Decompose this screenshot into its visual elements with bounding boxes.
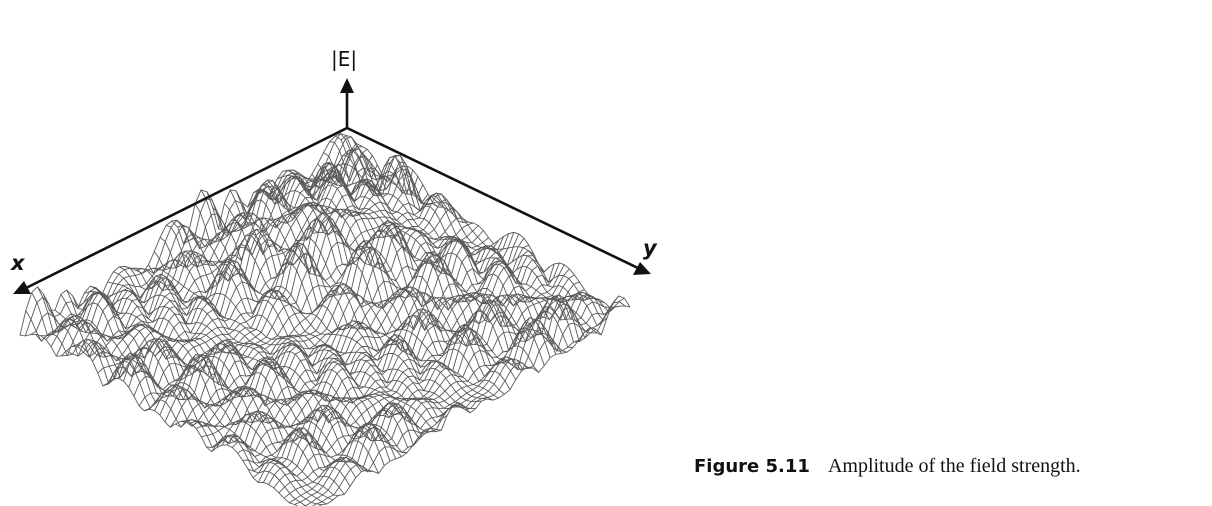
mesh-line <box>235 183 522 372</box>
mesh-line <box>124 265 414 449</box>
mesh-line <box>19 135 348 336</box>
mesh-line <box>273 292 595 489</box>
mesh-line <box>185 233 510 427</box>
mesh-line <box>153 250 442 431</box>
mesh-line <box>89 285 380 474</box>
mesh-line <box>252 274 575 478</box>
mesh-line <box>43 293 334 501</box>
x-axis-label: x <box>11 251 25 275</box>
axes-group <box>13 78 651 294</box>
mesh-line <box>283 294 605 499</box>
y-axis-line <box>346 126 641 271</box>
mesh-line <box>318 295 631 506</box>
mesh-line <box>133 198 459 397</box>
mesh-line <box>37 286 328 505</box>
mesh-line <box>190 232 515 428</box>
mesh-line <box>201 237 525 438</box>
y-arrowhead-icon <box>633 262 651 275</box>
mesh-line <box>48 309 339 496</box>
mesh-line <box>78 291 368 471</box>
mesh-line <box>302 305 620 506</box>
mesh-line <box>130 267 419 447</box>
mesh-line <box>25 310 308 506</box>
figure-caption-text: Amplitude of the field strength. <box>827 455 1081 477</box>
mesh-line <box>171 219 459 415</box>
mesh-line <box>72 292 362 472</box>
x-axis-line <box>23 126 348 291</box>
mesh-line <box>159 230 484 416</box>
mesh-line <box>242 264 565 464</box>
mesh-line <box>169 238 494 428</box>
mesh-line <box>263 289 585 483</box>
mesh-line <box>312 301 626 506</box>
mesh-line <box>19 333 299 506</box>
mesh-line <box>164 237 489 423</box>
mesh-line <box>206 244 530 448</box>
mesh-line <box>84 291 373 473</box>
wireframe-surface-mesh <box>19 132 631 506</box>
mesh-line <box>211 249 535 452</box>
mesh-line <box>294 163 579 343</box>
mesh-line <box>257 281 580 483</box>
mesh-line <box>60 294 351 487</box>
mesh-line <box>101 290 391 462</box>
mesh-line <box>305 178 591 339</box>
mesh-line <box>136 268 425 440</box>
x-arrowhead-icon <box>13 281 31 294</box>
mesh-line <box>54 309 345 495</box>
figure-number: Figure 5.11 <box>694 456 810 477</box>
vertical-arrowhead-icon <box>340 78 354 93</box>
mesh-line <box>55 148 383 357</box>
mesh-line <box>148 259 436 433</box>
mesh-line <box>226 265 550 448</box>
mesh-line <box>142 267 431 434</box>
mesh-line <box>31 292 322 506</box>
mesh-line <box>200 189 488 400</box>
y-axis-label: y <box>643 236 657 260</box>
figure-caption: Figure 5.11 Amplitude of the field streng… <box>694 455 1081 478</box>
vertical-axis-label: |E| <box>331 47 358 71</box>
mesh-line <box>195 233 520 429</box>
